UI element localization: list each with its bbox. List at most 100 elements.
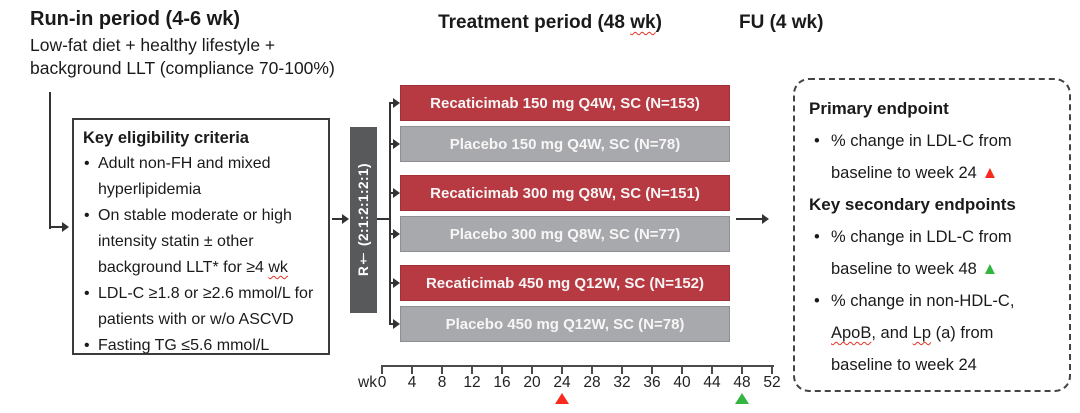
eligibility-bullet-text: LDL-C ≥1.8 or ≥2.6 mmol/L for patients w…: [98, 285, 314, 328]
randomization-ratio-label: R† (2:1:2:1:2:1): [356, 163, 371, 277]
runin-period-title: Run-in period (4-6 wk): [30, 8, 240, 30]
axis-tick: [531, 365, 533, 374]
branch-line: [389, 323, 395, 325]
eligibility-title: Key eligibility criteria: [83, 129, 249, 147]
arrow-right-icon: [393, 188, 400, 198]
treatment-title-wavy-word: wk: [630, 12, 656, 33]
endpoint-wavy-word: ApoB: [831, 324, 872, 342]
axis-tick: [681, 365, 683, 374]
axis-tick: [441, 365, 443, 374]
axis-tick-label: 0: [377, 374, 387, 391]
axis-tick: [711, 365, 713, 374]
axis-tick-label: 32: [613, 374, 631, 391]
endpoint-bullet-text: % change in non-HDL-C,: [831, 292, 1015, 310]
branch-trunk-line: [389, 102, 391, 325]
axis-tick: [591, 365, 593, 374]
week-axis: wk 0 4 8 12 16 20 24 28 32 36 40 44 48 52: [0, 363, 1080, 413]
eligibility-bullet-text: Adult non-FH and mixed hyperlipidemia: [98, 155, 271, 198]
eligibility-bullet-text: Fasting TG ≤5.6 mmol/L: [98, 337, 270, 354]
endpoint-bullet: • % change in LDL-C from baseline to week…: [809, 221, 1055, 285]
axis-tick-label: 24: [553, 374, 571, 391]
eligibility-bullet-wavy-word: wk: [268, 259, 288, 276]
eligibility-criteria-box: Key eligibility criteria • Adult non-FH a…: [72, 118, 330, 355]
arrow-right-icon: [393, 98, 400, 108]
bullet-icon: •: [84, 285, 90, 302]
axis-tick: [411, 365, 413, 374]
endpoints-panel: Primary endpoint • % change in LDL-C from…: [793, 78, 1071, 392]
axis-tick: [621, 365, 623, 374]
bullet-icon: •: [84, 337, 90, 354]
axis-tick-label: 44: [703, 374, 721, 391]
axis-unit-label: wk: [358, 374, 377, 391]
axis-tick-label: 20: [523, 374, 541, 391]
arms-to-endpoints-line: [736, 218, 764, 220]
placebo-300-arm-bar: Placebo 300 mg Q8W, SC (N=77): [400, 216, 730, 252]
arrow-right-icon: [62, 222, 69, 232]
axis-tick: [771, 365, 773, 374]
randomization-bar: R† (2:1:2:1:2:1): [350, 127, 377, 313]
axis-tick-label: 48: [733, 374, 751, 391]
endpoint-bullet-text: % change in LDL-C from baseline to week …: [831, 228, 1012, 278]
axis-tick-label: 36: [643, 374, 661, 391]
eligibility-bullet: • LDL-C ≥1.8 or ≥2.6 mmol/L for patients …: [83, 281, 319, 333]
endpoint-bullet-text: , and: [871, 324, 913, 342]
recaticimab-150-arm-bar: Recaticimab 150 mg Q4W, SC (N=153): [400, 85, 730, 121]
axis-tick-label: 12: [463, 374, 481, 391]
eligibility-to-randomization-line: [332, 218, 344, 220]
eligibility-bullet-text: On stable moderate or high intensity sta…: [98, 207, 292, 276]
axis-tick-label: 8: [437, 374, 447, 391]
runin-connector-horizontal-line: [49, 226, 64, 228]
arrow-right-icon: [342, 214, 349, 224]
endpoint-wavy-word: Lp: [912, 324, 932, 342]
arrow-right-icon: [393, 278, 400, 288]
secondary-endpoint-week48-marker: [735, 393, 749, 404]
primary-endpoint-week24-marker: [555, 393, 569, 404]
arrow-right-icon: [393, 319, 400, 329]
axis-tick-label: 28: [583, 374, 601, 391]
placebo-450-arm-bar: Placebo 450 mg Q12W, SC (N=78): [400, 306, 730, 342]
branch-line: [389, 233, 395, 235]
secondary-endpoints-title: Key secondary endpoints: [809, 195, 1016, 214]
arrow-right-icon: [393, 229, 400, 239]
axis-tick: [501, 365, 503, 374]
axis-tick: [561, 365, 563, 374]
treatment-period-title: Treatment period (48 wk): [400, 12, 700, 34]
axis-tick: [471, 365, 473, 374]
branch-line: [389, 143, 395, 145]
arrow-right-icon: [762, 214, 769, 224]
axis-tick: [381, 365, 383, 374]
recaticimab-300-arm-bar: Recaticimab 300 mg Q8W, SC (N=151): [400, 175, 730, 211]
bullet-icon: •: [814, 292, 820, 310]
endpoint-bullet-text: % change in LDL-C from baseline to week …: [831, 132, 1012, 182]
axis-tick: [741, 365, 743, 374]
treatment-title-close: ): [655, 12, 662, 33]
bullet-icon: •: [814, 132, 820, 150]
treatment-title-text: Treatment period (48: [438, 12, 631, 33]
axis-tick-label: 52: [763, 374, 781, 391]
red-triangle-icon: ▲: [981, 163, 999, 182]
bullet-icon: •: [84, 207, 90, 224]
axis-tick-label: 40: [673, 374, 691, 391]
bullet-icon: •: [84, 155, 90, 172]
endpoint-bullet: • % change in non-HDL-C, ApoB, and Lp (a)…: [809, 285, 1055, 381]
endpoint-bullet: • % change in LDL-C from baseline to week…: [809, 125, 1055, 189]
axis-tick-label: 4: [407, 374, 417, 391]
green-triangle-icon: ▲: [981, 259, 999, 278]
randomization-to-trunk-line: [377, 218, 391, 220]
branch-line: [389, 282, 395, 284]
recaticimab-450-arm-bar: Recaticimab 450 mg Q12W, SC (N=152): [400, 265, 730, 301]
branch-line: [389, 102, 395, 104]
endpoint-bullet-text: (a) from baseline to week 24: [831, 324, 994, 374]
axis-tick-label: 16: [493, 374, 511, 391]
eligibility-bullet: • On stable moderate or high intensity st…: [83, 203, 319, 281]
runin-period-subtitle: Low-fat diet + healthy lifestyle + backg…: [30, 35, 335, 78]
arrow-right-icon: [393, 139, 400, 149]
eligibility-bullet: • Fasting TG ≤5.6 mmol/L: [83, 333, 319, 359]
primary-endpoint-title: Primary endpoint: [809, 99, 949, 118]
eligibility-bullet: • Adult non-FH and mixed hyperlipidemia: [83, 151, 319, 203]
runin-connector-vertical-line: [49, 92, 51, 229]
axis-line: [382, 365, 774, 367]
bullet-icon: •: [814, 228, 820, 246]
axis-tick: [651, 365, 653, 374]
